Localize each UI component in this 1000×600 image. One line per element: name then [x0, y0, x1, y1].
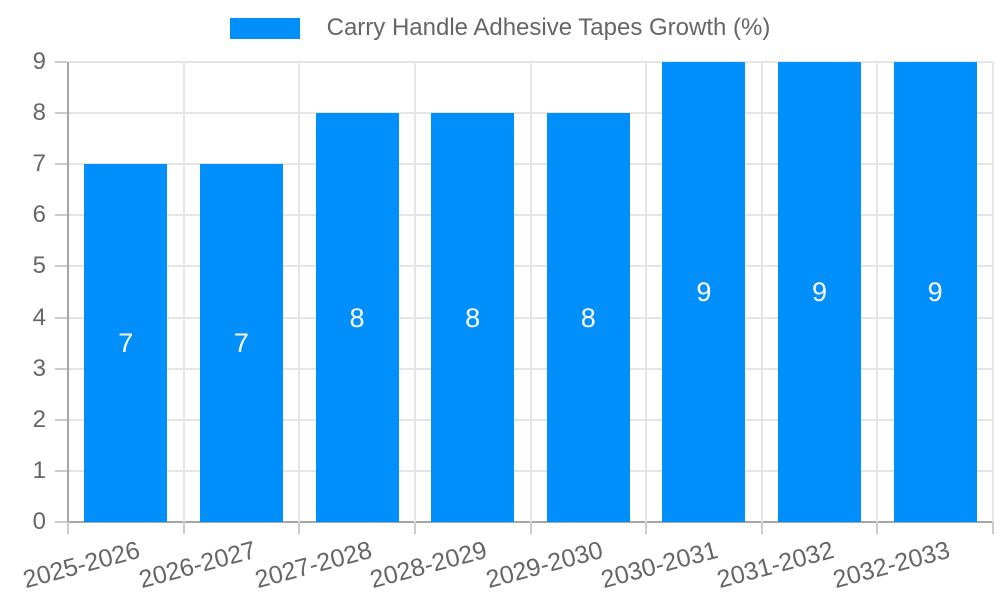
y-tick-label: 6	[32, 201, 46, 229]
x-axis-tick	[992, 522, 994, 534]
bar[interactable]: 9	[662, 62, 746, 522]
gridline-vertical	[529, 62, 532, 522]
x-tick-label: 2030-2031	[598, 536, 722, 594]
bar-value-label: 8	[580, 302, 596, 333]
bar[interactable]: 9	[778, 62, 862, 522]
gridline-vertical	[182, 62, 185, 522]
y-tick-label: 2	[32, 405, 46, 433]
bar[interactable]: 7	[199, 164, 283, 522]
y-tick-label: 0	[32, 508, 46, 535]
x-axis-tick	[645, 522, 648, 534]
x-axis-tick	[298, 522, 301, 534]
bar[interactable]: 8	[546, 113, 630, 522]
y-axis-tick	[55, 316, 67, 319]
y-tick-label: 4	[32, 303, 46, 331]
y-axis-tick	[55, 265, 67, 268]
y-tick-label: 1	[32, 456, 46, 484]
x-axis-tick	[529, 522, 532, 534]
legend-label: Carry Handle Adhesive Tapes Growth (%)	[326, 14, 771, 41]
bar-value-label: 9	[927, 277, 943, 307]
x-tick-label: 2028-2029	[367, 536, 490, 594]
x-tick-label: 2025-2026	[20, 536, 144, 594]
y-tick-label: 7	[32, 150, 46, 178]
y-tick-label: 8	[32, 99, 46, 127]
bar[interactable]: 8	[431, 113, 515, 522]
x-axis-tick	[182, 522, 185, 534]
x-axis-tick	[413, 522, 416, 534]
bar-value-label: 8	[349, 302, 365, 333]
gridline-vertical	[298, 62, 301, 522]
y-axis-tick	[55, 112, 67, 115]
gridline-vertical	[760, 62, 763, 522]
bar[interactable]: 8	[315, 113, 399, 522]
gridline-vertical	[992, 62, 994, 522]
x-axis-tick	[760, 522, 763, 534]
bar-value-label: 7	[233, 328, 249, 359]
legend-swatch-icon	[229, 17, 300, 39]
x-tick-label: 2032-2033	[829, 536, 953, 594]
y-axis-tick	[55, 418, 67, 421]
x-axis-tick	[876, 522, 879, 534]
x-tick-label: 2031-2032	[714, 536, 837, 594]
plot-area: 0 1 2 3 4 5 6 7 8 9 7 7 8 8 8 9 9 9 2025-2026 2026-2027 2027…	[20, 48, 994, 594]
y-axis-tick	[55, 214, 67, 217]
bar[interactable]: 9	[893, 62, 977, 522]
x-tick-label: 2029-2030	[482, 536, 606, 594]
bar-value-label: 7	[118, 328, 134, 359]
gridline-vertical	[413, 62, 416, 522]
y-axis-tick	[55, 521, 67, 523]
y-tick-label: 3	[32, 354, 46, 382]
gridline-vertical	[876, 62, 879, 522]
x-tick-label: 2026-2027	[135, 536, 259, 594]
x-tick-label: 2027-2028	[251, 536, 375, 594]
y-axis-tick	[55, 367, 67, 370]
chart-legend[interactable]: Carry Handle Adhesive Tapes Growth (%)	[0, 14, 1000, 42]
bar-value-label: 8	[465, 302, 481, 333]
y-axis-line	[67, 62, 69, 522]
bar[interactable]: 7	[84, 164, 168, 522]
bar-value-label: 9	[696, 277, 712, 307]
gridline-vertical	[645, 62, 648, 522]
y-axis-tick	[55, 61, 67, 63]
x-axis-tick	[67, 522, 69, 534]
y-axis-tick	[55, 469, 67, 472]
y-tick-label: 5	[32, 252, 46, 280]
y-axis-tick	[55, 163, 67, 166]
bar-value-label: 9	[812, 277, 828, 307]
y-tick-label: 9	[32, 48, 46, 75]
